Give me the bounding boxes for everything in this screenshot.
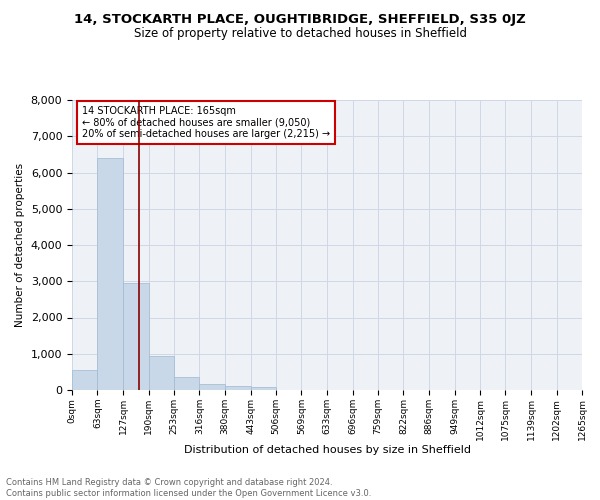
Bar: [97, 158, 123, 390]
X-axis label: Distribution of detached houses by size in Sheffield: Distribution of detached houses by size …: [184, 446, 470, 456]
Bar: [123, 283, 149, 390]
Text: Size of property relative to detached houses in Sheffield: Size of property relative to detached ho…: [133, 28, 467, 40]
Text: 14 STOCKARTH PLACE: 165sqm
← 80% of detached houses are smaller (9,050)
20% of s: 14 STOCKARTH PLACE: 165sqm ← 80% of deta…: [82, 106, 331, 139]
Bar: [72, 370, 97, 390]
Text: 14, STOCKARTH PLACE, OUGHTIBRIDGE, SHEFFIELD, S35 0JZ: 14, STOCKARTH PLACE, OUGHTIBRIDGE, SHEFF…: [74, 12, 526, 26]
Bar: [251, 388, 276, 390]
Bar: [174, 376, 199, 390]
Bar: [199, 384, 225, 390]
Text: Contains HM Land Registry data © Crown copyright and database right 2024.
Contai: Contains HM Land Registry data © Crown c…: [6, 478, 371, 498]
Bar: [225, 386, 251, 390]
Bar: [149, 356, 174, 390]
Y-axis label: Number of detached properties: Number of detached properties: [15, 163, 25, 327]
